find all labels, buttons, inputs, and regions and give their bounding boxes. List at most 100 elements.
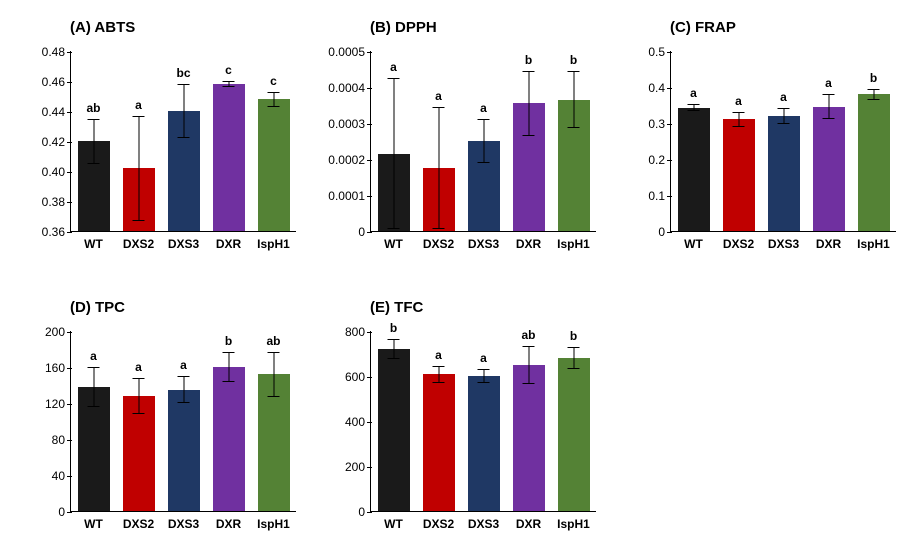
x-label: DXS3 [768,231,799,251]
y-tick: 200 [45,325,71,339]
error-bar [228,352,229,383]
y-tick: 0.42 [42,135,71,149]
y-tick: 0.44 [42,105,71,119]
bar-isph1 [558,358,590,511]
y-tick: 400 [345,415,371,429]
y-tick: 0.4 [648,81,671,95]
y-tick: 40 [52,469,71,483]
plot-area: 00.10.20.30.40.5aWTaDXS2aDXS3aDXRbIspH1 [670,51,896,232]
bar-dxr [813,107,845,231]
sig-label: a [690,86,697,100]
sig-label: c [270,74,277,88]
sig-label: ab [266,334,280,348]
error-bar [228,81,229,87]
x-label: IspH1 [857,231,890,251]
error-bar [738,112,739,126]
error-bar [483,119,484,162]
y-tick: 0.0001 [328,189,371,203]
bar-wt [378,154,410,231]
sig-label: bc [176,66,190,80]
y-tick: 800 [345,325,371,339]
error-bar [273,352,274,397]
error-bar [528,346,529,384]
panel-b: (B) DPPH 00.00010.00020.00030.00040.0005a… [310,15,600,275]
error-bar [138,116,139,221]
bar-dxr [513,365,545,511]
error-bar [93,119,94,164]
bar-dxs2 [423,168,455,231]
x-label: DXS2 [123,511,154,531]
error-bar [393,78,394,229]
panel-title: (C) FRAP [670,19,736,36]
sig-label: a [780,90,787,104]
x-label: DXS3 [168,511,199,531]
x-label: DXR [516,511,541,531]
x-label: DXS2 [423,231,454,251]
sig-label: c [225,63,232,77]
y-tick: 0.0004 [328,81,371,95]
panel-title: (E) TFC [370,299,423,316]
error-bar [393,339,394,359]
sig-label: ab [521,328,535,342]
bar-dxr [513,103,545,231]
sig-label: b [225,334,232,348]
y-tick: 0.5 [648,45,671,59]
bar-isph1 [258,374,290,511]
x-label: IspH1 [257,231,290,251]
bar-dxs3 [768,116,800,231]
x-label: DXS3 [468,231,499,251]
y-tick: 0.46 [42,75,71,89]
sig-label: a [135,360,142,374]
sig-label: a [480,101,487,115]
sig-label: a [390,60,397,74]
x-label: DXR [516,231,541,251]
x-label: DXR [216,511,241,531]
x-label: DXS3 [168,231,199,251]
bar-isph1 [558,100,590,231]
panel-title: (B) DPPH [370,19,437,36]
figure: (A) ABTS0.360.380.400.420.440.460.48abWT… [0,0,910,550]
sig-label: b [390,321,397,335]
y-tick: 0 [658,225,671,239]
bar-wt [378,349,410,511]
bar-dxs2 [423,374,455,511]
sig-label: a [135,98,142,112]
error-bar [528,71,529,136]
bar-isph1 [858,94,890,231]
sig-label: a [435,89,442,103]
x-label: DXS2 [723,231,754,251]
y-tick: 0.0003 [328,117,371,131]
error-bar [438,366,439,383]
bar-dxs3 [468,376,500,511]
x-label: DXR [816,231,841,251]
bar-wt [78,387,110,511]
sig-label: b [870,71,877,85]
panel-e: (E) TFC0200400600800bWTaDXS2aDXS3abDXRbI… [310,295,600,555]
x-label: IspH1 [257,511,290,531]
bar-dxs2 [723,119,755,231]
bar-wt [78,141,110,231]
plot-area: 04080120160200aWTaDXS2aDXS3bDXRabIspH1 [70,331,296,512]
sig-label: ab [86,101,100,115]
y-tick: 80 [52,433,71,447]
plot-area: 00.00010.00020.00030.00040.0005aWTaDXS2a… [370,51,596,232]
x-label: WT [84,511,103,531]
error-bar [438,107,439,229]
error-bar [183,84,184,138]
y-tick: 160 [45,361,71,375]
x-label: DXS2 [423,511,454,531]
error-bar [138,378,139,414]
sig-label: a [180,358,187,372]
y-tick: 0 [58,505,71,519]
x-label: DXR [216,231,241,251]
sig-label: b [570,53,577,67]
error-bar [93,367,94,407]
x-label: DXS2 [123,231,154,251]
x-label: WT [84,231,103,251]
sig-label: a [480,351,487,365]
bar-dxr [213,367,245,511]
y-tick: 0.40 [42,165,71,179]
y-tick: 0.3 [648,117,671,131]
x-label: WT [684,231,703,251]
bar-isph1 [258,99,290,231]
